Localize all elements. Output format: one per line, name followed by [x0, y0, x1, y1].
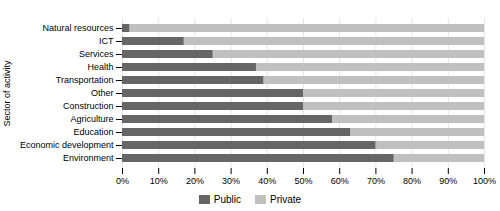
html-text:Private: Private — [270, 193, 302, 205]
svg-text:40%: 40% — [258, 176, 276, 186]
svg-text:Economic development: Economic development — [20, 140, 114, 150]
svg-text:Natural resources: Natural resources — [42, 23, 114, 33]
svg-text:Education: Education — [73, 127, 113, 137]
svg-text:Sector of activity: Sector of activity — [2, 60, 12, 127]
svg-text:Transportation: Transportation — [56, 75, 114, 85]
svg-text:Health: Health — [87, 62, 113, 72]
svg-text:Agriculture: Agriculture — [70, 114, 113, 124]
svg-text:Environment: Environment — [63, 153, 114, 163]
svg-text:60%: 60% — [331, 176, 349, 186]
svg-text:80%: 80% — [403, 176, 421, 186]
svg-text:90%: 90% — [439, 176, 457, 186]
svg-text:0%: 0% — [116, 176, 129, 186]
svg-text:30%: 30% — [222, 176, 240, 186]
svg-text:20%: 20% — [186, 176, 204, 186]
svg-text:70%: 70% — [367, 176, 385, 186]
svg-text:100%: 100% — [473, 176, 496, 186]
svg-text:50%: 50% — [294, 176, 312, 186]
html-text:Public: Public — [213, 193, 242, 205]
svg-text:ICT: ICT — [99, 36, 114, 46]
svg-text:Construction: Construction — [63, 101, 114, 111]
svg-text:Services: Services — [79, 49, 114, 59]
svg-text:10%: 10% — [150, 176, 168, 186]
svg-text:Other: Other — [91, 88, 114, 98]
